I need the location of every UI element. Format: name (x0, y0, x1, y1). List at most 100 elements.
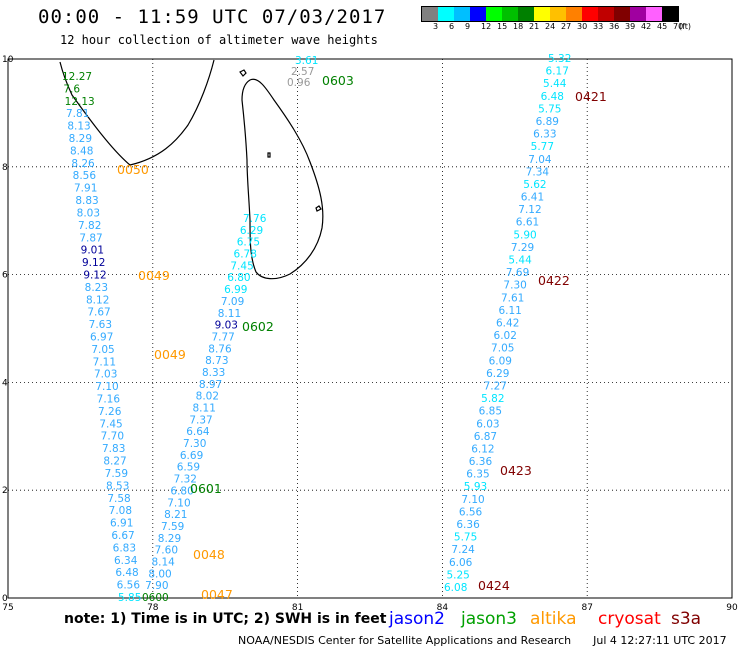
track-b-top-label: 2.57 (291, 66, 314, 78)
track-b-label: 7.10 (167, 497, 190, 509)
track-c-label: 5.44 (543, 78, 567, 90)
track-a-label: 9.12 (82, 257, 105, 269)
scale-swatch (422, 7, 438, 21)
track-b-label: 6.80 (227, 272, 250, 284)
y-tick-label: 2 (2, 486, 8, 496)
track-c-label: 7.27 (484, 380, 507, 392)
scale-label: 42 (641, 22, 652, 31)
credit-text: NOAA/NESDIS Center for Satellite Applica… (238, 634, 572, 647)
scale-label: 18 (513, 22, 524, 31)
scale-label: 24 (545, 22, 556, 31)
track-c-label: 6.17 (546, 66, 569, 78)
track-b-label: 7.90 (145, 580, 168, 592)
track-a-label: 7.81 (66, 108, 89, 120)
track-a-label: 6.83 (113, 542, 136, 554)
track-c-label: 7.69 (506, 267, 529, 279)
track-b-label: 8.14 (151, 556, 175, 568)
track-a-label: 7.63 (89, 319, 112, 331)
x-tick-label: 84 (437, 603, 449, 613)
track-b-label: 6.80 (170, 485, 193, 497)
scale-unit: (ft) (679, 22, 692, 31)
track-a-label: 8.12 (86, 294, 109, 306)
legend-jason3: jason3 (461, 609, 517, 629)
track-c-label: 6.06 (449, 557, 473, 569)
track-a-label: 7.05 (91, 344, 114, 356)
track-b-label: 8.21 (164, 509, 187, 521)
island-c (315, 205, 322, 212)
track-c-label: 6.11 (498, 305, 521, 317)
track-c-label: 7.05 (491, 343, 514, 355)
scale-label: 3 (433, 22, 439, 31)
scale-label: 15 (497, 22, 508, 31)
legend-s3a: s3a (671, 609, 702, 629)
track-a-label: 7.08 (109, 505, 132, 517)
track-c-label: 5.77 (531, 141, 554, 153)
track-b-label: 6.59 (177, 462, 200, 474)
x-tick-label: 81 (292, 603, 303, 613)
map-grid: 75 78 81 84 87 90 10 8 6 4 2 0 (2, 55, 738, 613)
track-b-label: 8.00 (148, 568, 171, 580)
track-b-label: 7.77 (211, 331, 234, 343)
scale-label: 33 (593, 22, 604, 31)
track-a-label: 6.91 (110, 518, 133, 530)
track-c-label: 6.87 (474, 431, 497, 443)
track-a-label: 8.29 (69, 133, 92, 145)
y-tick-label: 6 (2, 271, 8, 281)
track-c-label: 6.85 (479, 406, 502, 418)
track-c-label: 7.30 (503, 280, 526, 292)
track-b-label: 6.78 (234, 249, 257, 261)
track-a-label: 8.48 (70, 145, 93, 157)
track-a-label: 7.91 (74, 183, 97, 195)
track-c-label: 6.56 (459, 506, 483, 518)
track-c-label: 5.93 (464, 481, 487, 493)
time-label: 0049 (154, 347, 186, 362)
time-label: 0601 (190, 481, 222, 496)
track-b-label: 6.75 (237, 237, 260, 249)
track-a-label: 7.67 (87, 307, 110, 319)
track-b-label: 8.33 (202, 367, 225, 379)
y-tick-label: 10 (2, 55, 14, 65)
scale-swatch (534, 7, 550, 21)
scale-swatch (582, 7, 598, 21)
coastline (59, 59, 324, 280)
track-b-label: 8.11 (193, 403, 216, 415)
track-c-label: 5.62 (523, 179, 546, 191)
track-a-label: 8.13 (67, 121, 90, 133)
track-c-label: 6.89 (536, 116, 559, 128)
time-label: 0048 (193, 547, 225, 562)
track-b-label: 8.73 (205, 355, 228, 367)
wave-labels: 12.277.612.137.818.138.298.488.268.567.9… (62, 53, 607, 604)
time-label: 0047 (201, 587, 233, 602)
track-c-label: 6.35 (466, 469, 489, 481)
track-b-label: 7.76 (243, 213, 267, 225)
track-a-label: 7.59 (105, 468, 128, 480)
track-a-label: 5.85 (118, 592, 141, 604)
x-tick-label: 78 (147, 603, 159, 613)
track-c-label: 6.08 (444, 582, 467, 594)
track-c-label: 6.02 (494, 330, 517, 342)
x-tick-label: 87 (581, 603, 592, 613)
track-a-label: 8.26 (71, 158, 95, 170)
track-b-label: 0600 (142, 592, 169, 604)
track-a-label: 7.70 (101, 431, 124, 443)
scale-swatch (518, 7, 534, 21)
y-tick-label: 4 (2, 378, 8, 388)
track-a-label: 7.45 (99, 418, 122, 430)
time-label: 0050 (117, 162, 149, 177)
track-a-label: 6.48 (115, 567, 138, 579)
track-a-label: 8.53 (106, 480, 129, 492)
track-c-label: 5.25 (446, 569, 469, 581)
track-c-label: 6.36 (456, 519, 480, 531)
track-c-label: 5.44 (508, 255, 532, 267)
scale-swatch (630, 7, 646, 21)
time-label: 0603 (322, 73, 354, 88)
track-b-label: 7.37 (189, 414, 212, 426)
track-a-label: 7.11 (93, 356, 116, 368)
track-c-label: 6.12 (471, 443, 494, 455)
island-a (239, 69, 247, 77)
scale-label: 27 (561, 22, 572, 31)
track-c-label: 7.12 (518, 204, 541, 216)
track-c-label: 7.29 (511, 242, 534, 254)
track-b-label: 8.02 (196, 391, 219, 403)
track-b-label: 7.59 (161, 521, 184, 533)
